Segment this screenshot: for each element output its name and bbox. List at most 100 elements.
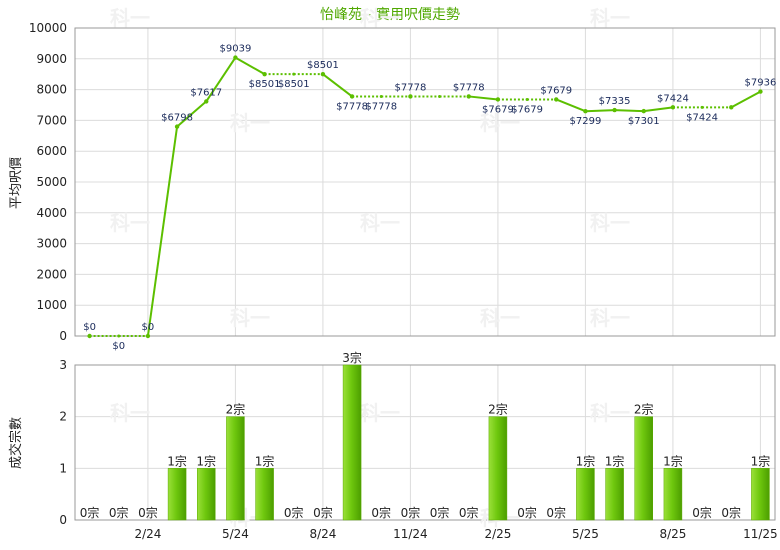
- price-line-segment: [146, 126, 179, 337]
- price-line-segment: [643, 106, 674, 113]
- x-tick-label: 11/25: [743, 527, 778, 541]
- bar-value-label: 0宗: [313, 505, 333, 520]
- price-data-label: $7778: [395, 82, 427, 93]
- bar-value-label: 0宗: [401, 505, 421, 520]
- bar: [197, 468, 216, 521]
- bottom-y-tick-label: 3: [59, 358, 67, 372]
- chart-title: 怡峰苑 - 實用呎價走勢: [320, 6, 460, 23]
- price-data-label: $8501: [307, 60, 339, 71]
- price-point: [408, 94, 413, 99]
- price-point: [145, 333, 151, 339]
- bar-value-label: 1宗: [605, 453, 625, 468]
- price-point: [292, 72, 296, 76]
- bar-value-label: 0宗: [517, 505, 537, 520]
- watermark-text: 科一: [480, 306, 520, 330]
- top-y-tick-label: 4000: [36, 206, 67, 220]
- price-data-label: $7335: [599, 96, 631, 107]
- x-tick-label: 5/24: [222, 527, 249, 541]
- bar-value-label: 1宗: [751, 453, 771, 468]
- watermark-text: 科一: [360, 401, 400, 425]
- watermark-text: 科一: [110, 6, 150, 30]
- watermark-text: 科一: [230, 306, 270, 330]
- bar-value-label: 2宗: [634, 402, 654, 417]
- price-data-label: $7679: [540, 85, 572, 96]
- watermark-text: 科一: [110, 211, 150, 235]
- bar-value-label: 0宗: [692, 505, 712, 520]
- price-point: [320, 71, 326, 77]
- bar: [751, 468, 770, 521]
- top-y-tick-label: 6000: [36, 144, 67, 158]
- price-point: [204, 99, 209, 104]
- price-point: [438, 94, 442, 98]
- price-line-segment: [468, 95, 499, 101]
- price-line-segment: [730, 90, 761, 109]
- price-data-label: $0: [142, 322, 155, 333]
- x-tick-label: 2/25: [484, 527, 511, 541]
- price-line-segment: [555, 98, 586, 113]
- bar-value-label: 0宗: [109, 505, 129, 520]
- price-data-label: $7617: [190, 87, 222, 98]
- top-plot-frame: [74, 27, 776, 337]
- price-point: [612, 107, 617, 113]
- price-data-label: $9039: [220, 44, 252, 55]
- price-data-label: $8501: [249, 79, 281, 90]
- price-data-label: $7424: [657, 93, 689, 104]
- price-data-label: $7299: [570, 116, 602, 127]
- bottom-plot-frame: [74, 364, 776, 521]
- price-line-segment: [176, 100, 207, 128]
- top-y-tick-label: 3000: [36, 237, 67, 251]
- price-point: [525, 97, 529, 101]
- top-y-axis-label: 平均呎價: [9, 157, 24, 209]
- price-point: [262, 71, 267, 77]
- price-line-segment: [614, 109, 644, 113]
- bar-value-label: 1宗: [196, 453, 216, 468]
- price-point: [117, 334, 121, 338]
- price-data-label: $7778: [365, 101, 397, 112]
- bar: [255, 468, 274, 521]
- bar: [576, 468, 595, 521]
- bar: [605, 468, 624, 521]
- x-tick-label: 8/25: [659, 527, 686, 541]
- bar-value-label: 2宗: [226, 402, 246, 417]
- watermark-text: 科一: [360, 211, 400, 235]
- bar-value-label: 0宗: [138, 505, 158, 520]
- bar-value-label: 2宗: [488, 402, 508, 417]
- bottom-y-tick-label: 1: [59, 461, 67, 475]
- bar-value-label: 0宗: [546, 505, 566, 520]
- bar-value-label: 0宗: [721, 505, 741, 520]
- bar-value-label: 1宗: [663, 453, 683, 468]
- price-data-label: $8501: [278, 79, 310, 90]
- bar: [634, 416, 653, 521]
- bar-value-label: 3宗: [342, 350, 362, 365]
- bottom-y-tick-label: 0: [59, 513, 67, 527]
- bar-value-label: 0宗: [430, 505, 450, 520]
- price-data-label: $7679: [482, 104, 514, 115]
- price-line-segment: [234, 56, 266, 76]
- bar-value-label: 1宗: [167, 453, 187, 468]
- bar-value-label: 0宗: [371, 505, 391, 520]
- bar: [488, 416, 508, 521]
- bar: [342, 364, 362, 521]
- price-data-label: $7778: [453, 82, 485, 93]
- watermark-text: 科一: [590, 401, 630, 425]
- x-tick-label: 11/24: [393, 527, 428, 541]
- price-point: [758, 89, 763, 94]
- top-y-tick-label: 5000: [36, 175, 67, 189]
- top-y-tick-label: 9000: [36, 52, 67, 66]
- x-tick-label: 5/25: [572, 527, 599, 541]
- price-point: [670, 105, 676, 110]
- bar: [226, 416, 245, 521]
- watermark-text: 科一: [590, 306, 630, 330]
- watermark-text: 科一: [230, 111, 270, 135]
- price-line-segment: [205, 57, 237, 102]
- price-point: [700, 105, 704, 109]
- price-data-label: $6798: [161, 113, 193, 124]
- watermark-text: 科一: [360, 6, 400, 30]
- price-data-label: $7936: [745, 78, 777, 89]
- bottom-y-tick-label: 2: [59, 410, 67, 424]
- price-data-label: $0: [83, 322, 96, 333]
- top-y-tick-label: 7000: [36, 113, 67, 127]
- price-point: [87, 333, 92, 339]
- price-data-label: $0: [112, 341, 125, 352]
